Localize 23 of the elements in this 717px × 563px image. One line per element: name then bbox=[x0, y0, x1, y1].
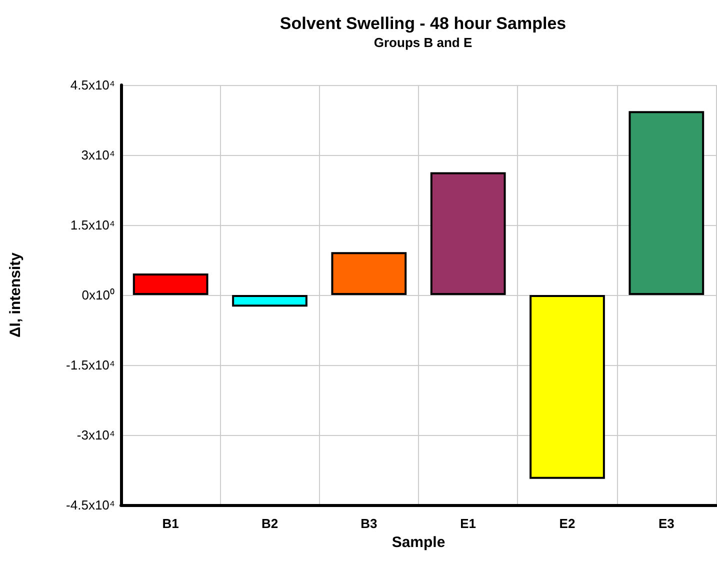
bar bbox=[430, 172, 506, 295]
x-tick-label: E1 bbox=[460, 516, 476, 531]
bar bbox=[530, 295, 605, 479]
y-tick-label: 3x10⁴ bbox=[81, 148, 115, 162]
y-tick-label: 1.5x10⁴ bbox=[70, 218, 115, 232]
chart-subtitle: Groups B and E bbox=[374, 35, 472, 50]
y-axis-title: ΔI, intensity bbox=[7, 252, 24, 338]
y-tick-label: -4.5x10⁴ bbox=[66, 498, 115, 512]
bar bbox=[132, 274, 208, 295]
y-tick-label: -3x10⁴ bbox=[76, 428, 115, 442]
chart-title: Solvent Swelling - 48 hour Samples bbox=[280, 14, 566, 33]
x-tick-label: B3 bbox=[360, 516, 378, 531]
x-tick-label: E2 bbox=[559, 516, 576, 531]
y-tick-label: 4.5x10⁴ bbox=[70, 78, 115, 92]
x-tick-label: B1 bbox=[162, 516, 179, 531]
bar bbox=[331, 252, 407, 295]
x-tick-label: E3 bbox=[658, 516, 674, 531]
bar bbox=[232, 295, 308, 307]
x-tick-label: B2 bbox=[261, 516, 278, 531]
x-axis-title: Sample bbox=[392, 534, 446, 551]
y-tick-label: -1.5x10⁴ bbox=[66, 358, 115, 372]
y-tick-label: 0x10⁰ bbox=[82, 288, 115, 302]
bar bbox=[628, 111, 704, 295]
